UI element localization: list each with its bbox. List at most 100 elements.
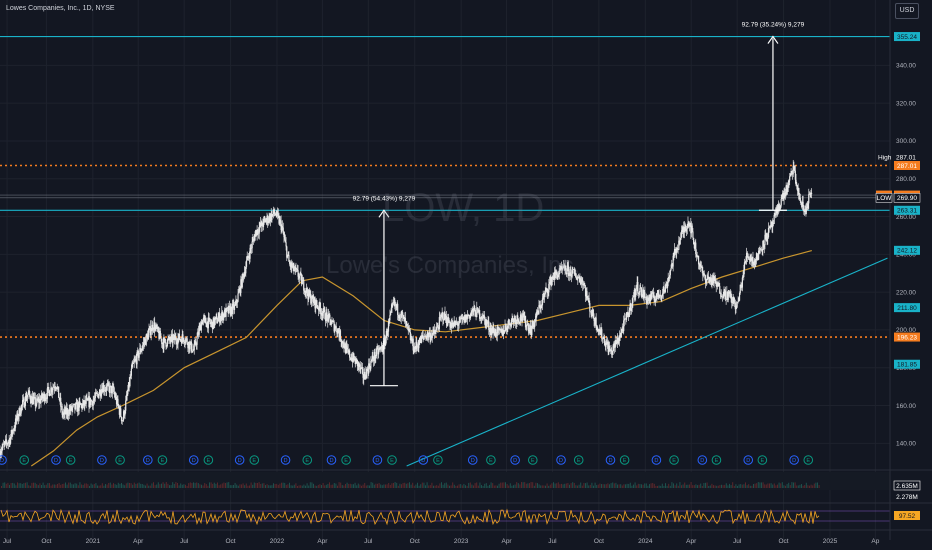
volume-bar <box>357 483 359 488</box>
candle-body <box>282 227 284 234</box>
event-letter: E <box>436 458 440 464</box>
candle-body <box>38 399 40 404</box>
candle-body <box>151 324 154 331</box>
volume-bar <box>738 484 740 488</box>
price-label-box <box>894 160 920 170</box>
volume-bar <box>103 485 105 488</box>
price-tick-label: 140.00 <box>896 441 916 448</box>
candle-body <box>276 211 278 216</box>
candle-body <box>139 348 141 354</box>
candle-body <box>72 404 75 406</box>
volume-bar <box>468 482 470 488</box>
candle-body <box>67 415 70 416</box>
candle-body <box>113 386 115 392</box>
candle-body <box>608 345 611 351</box>
candle-body <box>292 263 294 267</box>
price-axis[interactable]: 140.00160.00180.00200.00220.00240.00260.… <box>889 0 916 540</box>
candle-body <box>206 321 208 327</box>
candle-body <box>657 290 659 295</box>
candle-body <box>623 320 625 332</box>
candle-body <box>366 368 368 370</box>
candle-body <box>438 317 440 330</box>
currency-button[interactable]: USD <box>895 3 919 19</box>
candle-body <box>498 328 500 331</box>
candle-body <box>791 171 793 174</box>
candle-body <box>677 249 679 251</box>
candle-body <box>248 257 250 259</box>
time-axis[interactable]: Jul Oct 2021 Apr Jul Oct 2022 Apr Jul Oct 2023 Apr J… <box>3 538 880 545</box>
candle-body <box>477 308 479 313</box>
candle-body <box>269 215 271 222</box>
volume-bar <box>732 482 734 488</box>
volume-bar <box>433 485 434 488</box>
candle-body <box>416 345 419 347</box>
candle-body <box>461 317 463 320</box>
price-label-value: 181.85 <box>897 362 917 369</box>
candle-body <box>236 301 238 303</box>
candle-body <box>642 289 645 299</box>
volume-bar <box>241 484 242 488</box>
time-tick-label: 2024 <box>638 538 653 545</box>
volume-bar <box>351 484 353 488</box>
candle-body <box>543 293 546 297</box>
candle-body <box>679 239 681 245</box>
candle-body <box>741 277 743 288</box>
candle-body <box>275 215 277 216</box>
candle-body <box>808 194 810 204</box>
volume-bar <box>178 485 180 488</box>
candle-body <box>548 281 551 284</box>
candle-body <box>358 362 360 367</box>
volume-bar <box>706 482 708 488</box>
candle-body <box>361 367 363 368</box>
earnings-marker <box>711 455 722 465</box>
volume-bar <box>751 485 753 488</box>
event-letter: D <box>792 458 796 464</box>
candle-body <box>370 359 373 362</box>
candle-body <box>547 292 549 294</box>
candle-body <box>506 329 508 331</box>
candle-body <box>491 328 493 336</box>
volume-bar <box>2 482 4 488</box>
candle-body <box>652 292 654 298</box>
volume-bar <box>495 485 497 488</box>
candle-body <box>240 279 242 293</box>
candle-body <box>753 260 755 266</box>
candle-body <box>750 257 752 261</box>
candle-body <box>353 353 355 361</box>
volume-bar <box>548 485 550 488</box>
candle-body <box>690 225 693 234</box>
volume-bar <box>263 483 265 488</box>
volume-bar <box>591 482 593 488</box>
volume-bar <box>205 484 207 488</box>
volume-bar <box>802 485 804 488</box>
volume-bar <box>772 484 774 488</box>
candle-body <box>204 317 207 324</box>
candle-body <box>544 291 546 294</box>
event-letter: D <box>471 458 475 464</box>
candle-body <box>340 340 342 342</box>
candle-body <box>566 265 568 275</box>
candle-body <box>738 300 740 302</box>
candle-body <box>505 327 508 331</box>
candle-body <box>532 320 534 325</box>
candle-body <box>325 312 327 322</box>
candle-body <box>714 279 717 284</box>
candle-body <box>555 271 557 274</box>
candle-body <box>115 397 118 405</box>
volume-bar <box>487 485 489 488</box>
candle-body <box>613 343 616 348</box>
candle-body <box>409 332 411 340</box>
candle-body <box>225 307 227 317</box>
candle-body <box>782 193 784 200</box>
volume-bar <box>159 484 161 488</box>
candle-body <box>413 350 415 353</box>
candle-body <box>107 383 109 385</box>
candle-body <box>337 329 339 334</box>
candle-body <box>212 321 214 330</box>
candle-body <box>38 398 41 404</box>
candle-body <box>289 263 291 267</box>
candle-body <box>13 428 15 432</box>
candle-body <box>305 290 307 293</box>
candle-body <box>361 367 363 369</box>
